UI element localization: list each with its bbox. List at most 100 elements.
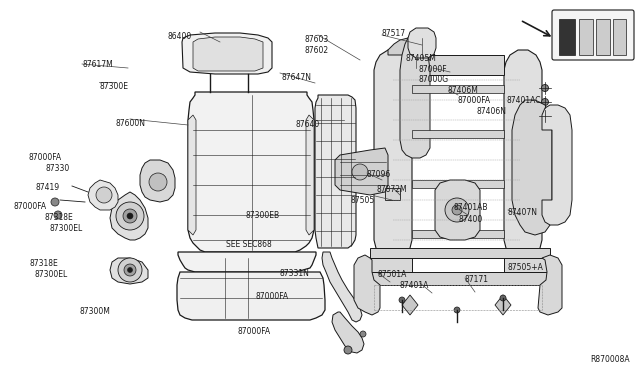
Text: SEE SEC868: SEE SEC868 bbox=[226, 240, 272, 249]
Circle shape bbox=[454, 307, 460, 313]
Polygon shape bbox=[354, 255, 380, 315]
Polygon shape bbox=[188, 92, 314, 252]
Text: 87000FA: 87000FA bbox=[458, 96, 491, 105]
Polygon shape bbox=[177, 272, 325, 320]
Text: 87647N: 87647N bbox=[282, 73, 312, 82]
Polygon shape bbox=[188, 115, 196, 235]
Text: 87602: 87602 bbox=[305, 46, 329, 55]
Polygon shape bbox=[412, 55, 504, 75]
Text: 87300EB: 87300EB bbox=[245, 211, 279, 220]
Text: 87406M: 87406M bbox=[448, 86, 479, 95]
Text: 86400: 86400 bbox=[168, 32, 192, 41]
Text: 87401A: 87401A bbox=[400, 281, 429, 290]
Polygon shape bbox=[193, 37, 263, 71]
Text: 87300E: 87300E bbox=[99, 82, 128, 91]
Polygon shape bbox=[315, 95, 356, 248]
Circle shape bbox=[96, 187, 112, 203]
Polygon shape bbox=[385, 188, 400, 200]
Text: 87318E: 87318E bbox=[44, 213, 73, 222]
Text: 87330: 87330 bbox=[45, 164, 69, 173]
Text: 87000FA: 87000FA bbox=[28, 153, 61, 162]
Polygon shape bbox=[110, 192, 148, 240]
Circle shape bbox=[124, 264, 136, 276]
Text: 87505: 87505 bbox=[351, 196, 375, 205]
Circle shape bbox=[452, 205, 462, 215]
Polygon shape bbox=[412, 85, 504, 93]
Text: 87401AB: 87401AB bbox=[454, 203, 488, 212]
Polygon shape bbox=[182, 33, 272, 74]
Text: 87000FA: 87000FA bbox=[238, 327, 271, 336]
Text: 87096: 87096 bbox=[367, 170, 391, 179]
Circle shape bbox=[123, 209, 137, 223]
Text: 87300EL: 87300EL bbox=[34, 270, 67, 279]
Bar bbox=[613, 19, 626, 55]
Polygon shape bbox=[388, 38, 430, 60]
Polygon shape bbox=[306, 115, 314, 235]
Circle shape bbox=[116, 202, 144, 230]
Text: 87000F: 87000F bbox=[419, 65, 447, 74]
Polygon shape bbox=[504, 258, 550, 272]
Circle shape bbox=[118, 258, 142, 282]
Polygon shape bbox=[408, 28, 436, 58]
Polygon shape bbox=[435, 180, 480, 240]
Bar bbox=[579, 19, 593, 55]
Polygon shape bbox=[322, 252, 362, 322]
Text: 87331N: 87331N bbox=[280, 269, 310, 278]
Polygon shape bbox=[335, 148, 388, 195]
Circle shape bbox=[51, 198, 59, 206]
Circle shape bbox=[445, 198, 469, 222]
Text: 87600N: 87600N bbox=[115, 119, 145, 128]
Polygon shape bbox=[495, 295, 511, 315]
Polygon shape bbox=[374, 50, 412, 258]
Text: 87419: 87419 bbox=[35, 183, 59, 192]
Polygon shape bbox=[412, 130, 504, 138]
Text: 87401AC: 87401AC bbox=[507, 96, 541, 105]
Text: 87000FA: 87000FA bbox=[256, 292, 289, 301]
Text: 87505+A: 87505+A bbox=[508, 263, 544, 272]
Text: 87400: 87400 bbox=[459, 215, 483, 224]
Circle shape bbox=[360, 331, 366, 337]
Circle shape bbox=[127, 213, 133, 219]
Text: 87171: 87171 bbox=[465, 275, 489, 284]
Circle shape bbox=[399, 297, 405, 303]
Text: 87000FA: 87000FA bbox=[13, 202, 46, 211]
Circle shape bbox=[541, 84, 548, 92]
Polygon shape bbox=[140, 160, 175, 202]
Text: 87640: 87640 bbox=[296, 120, 320, 129]
Text: 87000G: 87000G bbox=[419, 75, 449, 84]
Polygon shape bbox=[412, 230, 504, 238]
Polygon shape bbox=[538, 255, 562, 315]
Text: 87318E: 87318E bbox=[29, 259, 58, 268]
Circle shape bbox=[127, 267, 132, 273]
FancyBboxPatch shape bbox=[552, 10, 634, 60]
Polygon shape bbox=[370, 258, 412, 272]
Text: 87517: 87517 bbox=[382, 29, 406, 38]
Polygon shape bbox=[110, 258, 148, 284]
Polygon shape bbox=[504, 50, 542, 258]
Polygon shape bbox=[370, 248, 550, 258]
Circle shape bbox=[541, 99, 548, 106]
Polygon shape bbox=[178, 252, 316, 272]
Circle shape bbox=[541, 112, 548, 119]
Polygon shape bbox=[400, 38, 430, 158]
Text: 87300M: 87300M bbox=[79, 307, 110, 316]
Circle shape bbox=[149, 173, 167, 191]
Text: 87407N: 87407N bbox=[508, 208, 538, 217]
Circle shape bbox=[344, 346, 352, 354]
Polygon shape bbox=[332, 312, 364, 353]
Text: 87300EL: 87300EL bbox=[49, 224, 83, 233]
Bar bbox=[559, 19, 575, 55]
Text: 87501A: 87501A bbox=[378, 270, 408, 279]
Circle shape bbox=[352, 164, 368, 180]
Polygon shape bbox=[402, 295, 418, 315]
Polygon shape bbox=[512, 100, 552, 235]
Text: 87872M: 87872M bbox=[377, 185, 408, 194]
Polygon shape bbox=[412, 180, 504, 188]
Text: 87406N: 87406N bbox=[477, 107, 507, 116]
Polygon shape bbox=[542, 105, 572, 225]
Polygon shape bbox=[370, 272, 550, 285]
Circle shape bbox=[54, 211, 62, 219]
Text: 87405M: 87405M bbox=[406, 54, 437, 63]
Circle shape bbox=[500, 295, 506, 301]
Text: 87617M: 87617M bbox=[82, 60, 113, 69]
